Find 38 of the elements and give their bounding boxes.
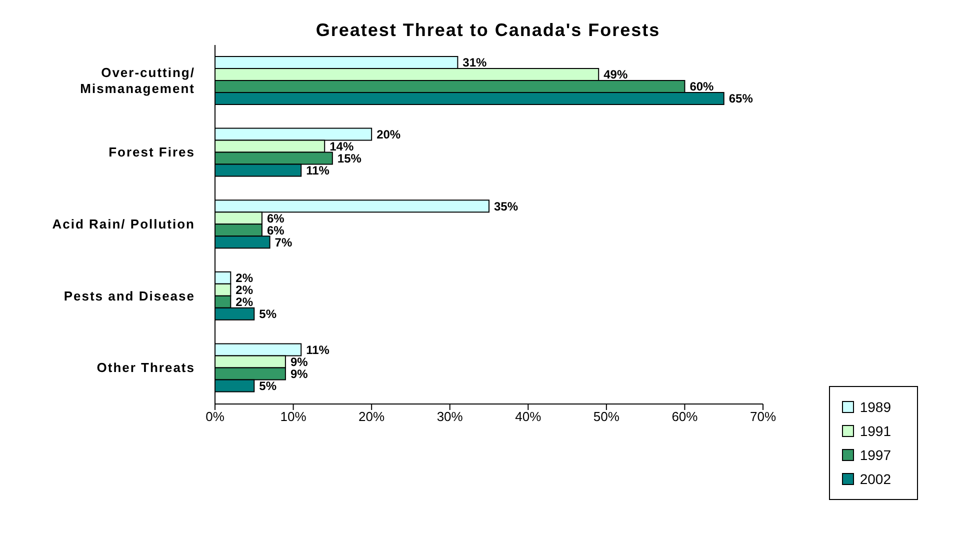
data-label: 11%	[306, 164, 330, 178]
data-label: 14%	[330, 140, 354, 154]
legend-label: 1991	[860, 423, 891, 439]
data-label: 2%	[236, 283, 254, 298]
x-tick-label: 10%	[280, 409, 307, 424]
data-label: 5%	[259, 378, 277, 393]
data-label: 9%	[290, 354, 308, 369]
legend-label: 1989	[860, 399, 891, 415]
data-label: 35%	[494, 199, 518, 214]
data-label: 20%	[376, 128, 401, 142]
y-tick-label: Forest Fires	[108, 144, 195, 160]
x-tick-label: 40%	[515, 409, 542, 424]
chart-title: Greatest Threat to Canada's Forests	[314, 20, 662, 41]
x-tick-label: 30%	[436, 409, 464, 424]
data-label: 65%	[728, 92, 754, 106]
data-label: 7%	[274, 235, 292, 250]
data-label: 31%	[462, 56, 488, 70]
x-tick-label: 50%	[593, 409, 620, 424]
y-tick-label: Other Threats	[96, 360, 195, 376]
y-tick-label: Over-cutting/ Mismanagement	[80, 64, 195, 96]
y-tick-label: Pests and Disease	[64, 288, 195, 304]
legend-label: 2002	[860, 471, 891, 487]
data-label: 2%	[236, 295, 254, 310]
data-label: 9%	[290, 366, 308, 381]
data-label: 5%	[259, 307, 277, 322]
data-label: 6%	[266, 211, 285, 226]
x-tick-label: 70%	[750, 409, 776, 424]
legend-label: 1997	[860, 447, 891, 463]
x-tick-label: 0%	[206, 409, 225, 424]
data-label: 6%	[266, 223, 285, 238]
x-tick-label: 20%	[358, 409, 386, 424]
y-tick-label: Acid Rain/ Pollution	[52, 216, 195, 232]
data-label: 15%	[337, 152, 362, 166]
data-label: 2%	[236, 271, 254, 286]
data-label: 11%	[306, 342, 330, 357]
data-label: 49%	[604, 68, 628, 82]
x-tick-label: 60%	[672, 409, 698, 424]
data-label: 60%	[690, 80, 714, 94]
